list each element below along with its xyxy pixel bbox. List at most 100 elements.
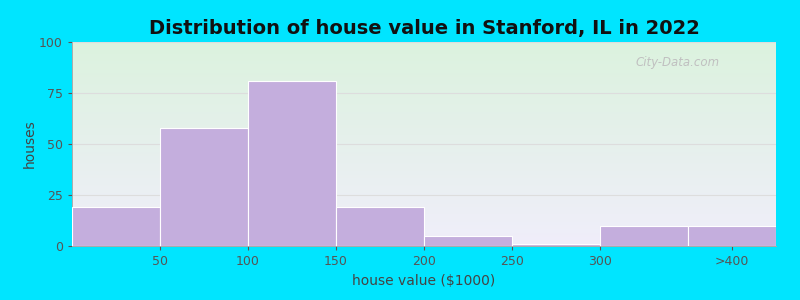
Bar [72, 220, 776, 221]
Bar [72, 134, 776, 135]
Bar [72, 165, 776, 166]
Bar [72, 102, 776, 103]
Bar [72, 182, 776, 183]
X-axis label: house value ($1000): house value ($1000) [352, 274, 496, 288]
Bar [72, 61, 776, 62]
Bar [72, 215, 776, 216]
Bar [72, 159, 776, 160]
Bar [72, 74, 776, 75]
Bar [72, 197, 776, 198]
Bar [72, 149, 776, 150]
Title: Distribution of house value in Stanford, IL in 2022: Distribution of house value in Stanford,… [149, 19, 699, 38]
Bar [72, 92, 776, 93]
Bar [72, 156, 776, 157]
Bar [72, 94, 776, 95]
Bar [72, 97, 776, 98]
Bar [72, 191, 776, 192]
Bar [72, 202, 776, 203]
Bar [72, 184, 776, 185]
Bar [72, 237, 776, 238]
Bar [72, 98, 776, 99]
Bar [72, 50, 776, 51]
Bar [72, 133, 776, 134]
Bar [72, 192, 776, 193]
Bar [72, 119, 776, 121]
Bar [72, 62, 776, 63]
Bar [72, 55, 776, 56]
Bar [72, 82, 776, 83]
Bar [72, 106, 776, 107]
Bar [72, 193, 776, 194]
Bar [512, 244, 600, 246]
Bar [72, 208, 776, 209]
Bar [72, 169, 776, 170]
Bar [72, 232, 776, 233]
Bar [72, 45, 776, 46]
Bar [72, 129, 776, 130]
Bar [72, 113, 776, 114]
Bar [72, 54, 776, 55]
Bar [424, 236, 512, 246]
Bar [72, 216, 776, 217]
Bar [72, 187, 776, 188]
Bar [72, 91, 776, 92]
Bar [72, 179, 776, 180]
Bar [72, 213, 776, 214]
Bar [72, 84, 776, 85]
Bar [72, 121, 776, 122]
Bar [72, 111, 776, 112]
Bar [72, 221, 776, 223]
Bar [72, 80, 776, 81]
Bar [72, 223, 776, 224]
Bar [72, 152, 776, 153]
Bar [160, 128, 248, 246]
Bar [72, 107, 776, 108]
Bar [72, 138, 776, 139]
Bar [72, 177, 776, 178]
Bar [72, 110, 776, 111]
Bar [72, 99, 776, 100]
Bar [72, 109, 776, 110]
Bar [72, 56, 776, 57]
Bar [72, 200, 776, 201]
Bar [72, 151, 776, 152]
Bar [72, 87, 776, 88]
Bar [72, 180, 776, 181]
Bar [72, 164, 776, 165]
Bar [72, 46, 776, 47]
Bar [72, 63, 776, 64]
Bar [72, 194, 776, 195]
Bar [72, 244, 776, 245]
Bar [72, 201, 776, 202]
Bar [72, 135, 776, 136]
Bar [72, 124, 776, 126]
Bar [72, 48, 776, 49]
Bar [72, 226, 776, 228]
Bar [72, 150, 776, 151]
Bar [72, 43, 776, 44]
Bar [72, 77, 776, 78]
Bar [72, 234, 776, 235]
Bar [72, 160, 776, 161]
Bar [72, 211, 776, 212]
Bar [72, 142, 776, 143]
Bar [72, 51, 776, 52]
Bar [72, 169, 776, 170]
Bar [72, 233, 776, 234]
Bar [72, 89, 776, 90]
Bar [72, 229, 776, 230]
Bar [72, 127, 776, 128]
Bar [72, 190, 776, 191]
Bar [72, 245, 776, 246]
Bar [72, 176, 776, 177]
Bar [72, 96, 776, 97]
Bar [72, 131, 776, 132]
Bar [72, 49, 776, 50]
Bar [72, 186, 776, 187]
Bar [72, 162, 776, 164]
Bar [72, 118, 776, 119]
Bar [72, 105, 776, 106]
Bar [72, 198, 776, 199]
Bar [72, 167, 776, 169]
Bar [72, 146, 776, 147]
